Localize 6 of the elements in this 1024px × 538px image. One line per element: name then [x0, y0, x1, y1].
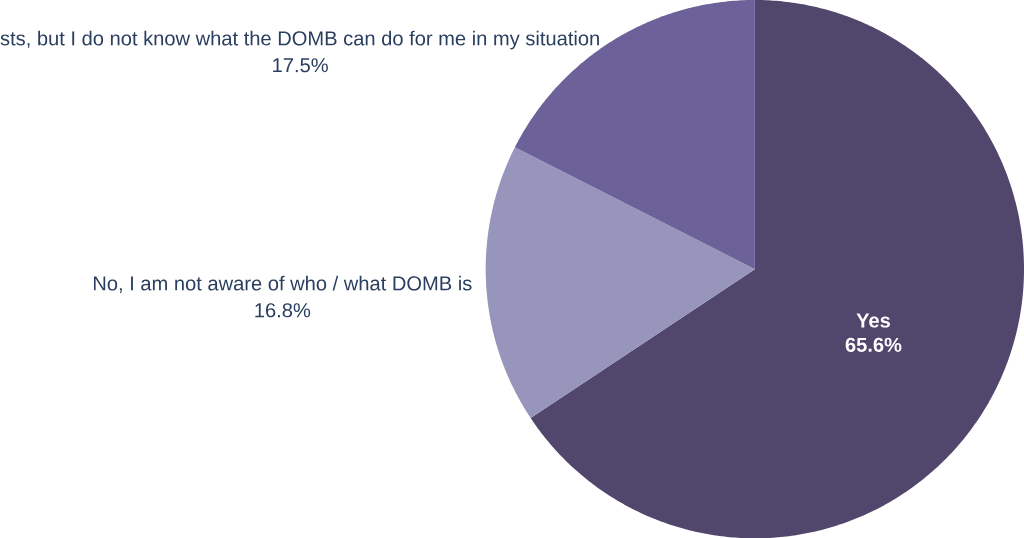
- slice-label: Yes: [856, 313, 890, 328]
- data-label: 17.5%: [273, 57, 328, 73]
- data-label: 16.8%: [255, 302, 311, 318]
- slice-label: sts, but I do not know what the DOMB can do for me in my situation: [0, 30, 599, 50]
- data-label: 65.6%: [845, 337, 902, 352]
- slice-label: No, I am not aware of who / what DOMB is: [93, 275, 472, 293]
